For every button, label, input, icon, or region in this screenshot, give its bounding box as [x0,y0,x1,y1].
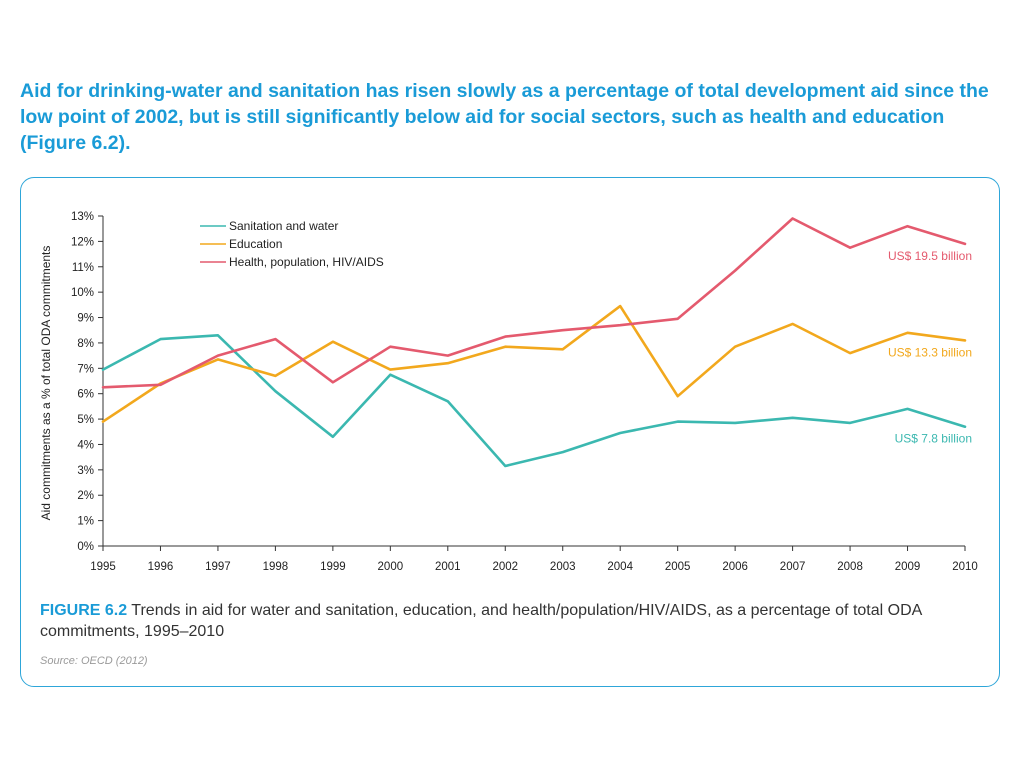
source-note: Source: OECD (2012) [40,655,148,667]
series-line-sanitation-and-water [101,333,967,468]
figure-caption: FIGURE 6.2 Trends in aid for water and s… [40,600,990,642]
series-lines [101,217,967,468]
x-tick-label: 1998 [263,561,289,573]
legend: Sanitation and water Education Health, pop… [200,219,384,269]
series-annotation: US$ 7.8 billion [895,432,972,446]
legend-label: Health, population, HIV/AIDS [229,255,384,269]
x-tick-label: 2009 [895,561,921,573]
y-tick-label: 6% [77,389,94,401]
x-tick-label: 2010 [952,561,978,573]
series-annotation: US$ 13.3 billion [888,345,972,359]
y-tick-label: 11% [72,262,94,274]
y-tick-label: 12% [71,236,94,248]
y-tick-label: 5% [77,414,94,426]
series-line-education [101,304,967,423]
x-tick-label: 1997 [205,561,231,573]
series-line-health-population-hiv-aids [101,217,967,389]
legend-label: Education [229,237,282,251]
y-tick-label: 3% [77,465,94,477]
x-tick-label: 2003 [550,561,576,573]
x-tick-label: 2001 [435,561,461,573]
y-tick-label: 8% [77,338,94,350]
figure-label: FIGURE 6.2 [40,602,128,619]
y-axis-label: Aid commitments as a % of total ODA comm… [39,246,53,521]
x-tick-label: 2000 [378,561,404,573]
y-tick-label: 2% [77,490,94,502]
series-annotation: US$ 19.5 billion [888,249,972,263]
x-tick-label: 2006 [722,561,748,573]
x-tick-label: 2008 [837,561,863,573]
y-tick-label: 7% [77,363,94,375]
figure-frame [20,177,1000,687]
series-annotations: US$ 7.8 billion US$ 13.3 billion US$ 19.5 … [888,249,972,446]
y-tick-label: 9% [77,313,94,325]
y-axis: 0% 1% 2% 3% 4% 5% 6% 7% 8% 9% 10% 11% 12% 13% [71,211,104,553]
x-tick-label: 2007 [780,561,806,573]
x-tick-label: 2004 [607,561,633,573]
legend-label: Sanitation and water [229,219,338,233]
x-axis: 1995 1996 1997 1998 1999 2000 2001 2002 2003 2004… [90,545,978,573]
y-tick-label: 10% [71,287,94,299]
y-tick-label: 4% [77,439,94,451]
x-tick-label: 2005 [665,561,691,573]
y-tick-label: 0% [77,541,94,553]
x-tick-label: 1999 [320,561,346,573]
x-tick-label: 2002 [492,561,518,573]
y-tick-label: 13% [71,211,94,223]
headline: Aid for drinking-water and sanitation ha… [20,80,989,154]
figure-caption-text: Trends in aid for water and sanitation, … [40,602,922,640]
x-tick-label: 1995 [90,561,116,573]
y-tick-label: 1% [77,516,94,528]
x-tick-label: 1996 [148,561,174,573]
